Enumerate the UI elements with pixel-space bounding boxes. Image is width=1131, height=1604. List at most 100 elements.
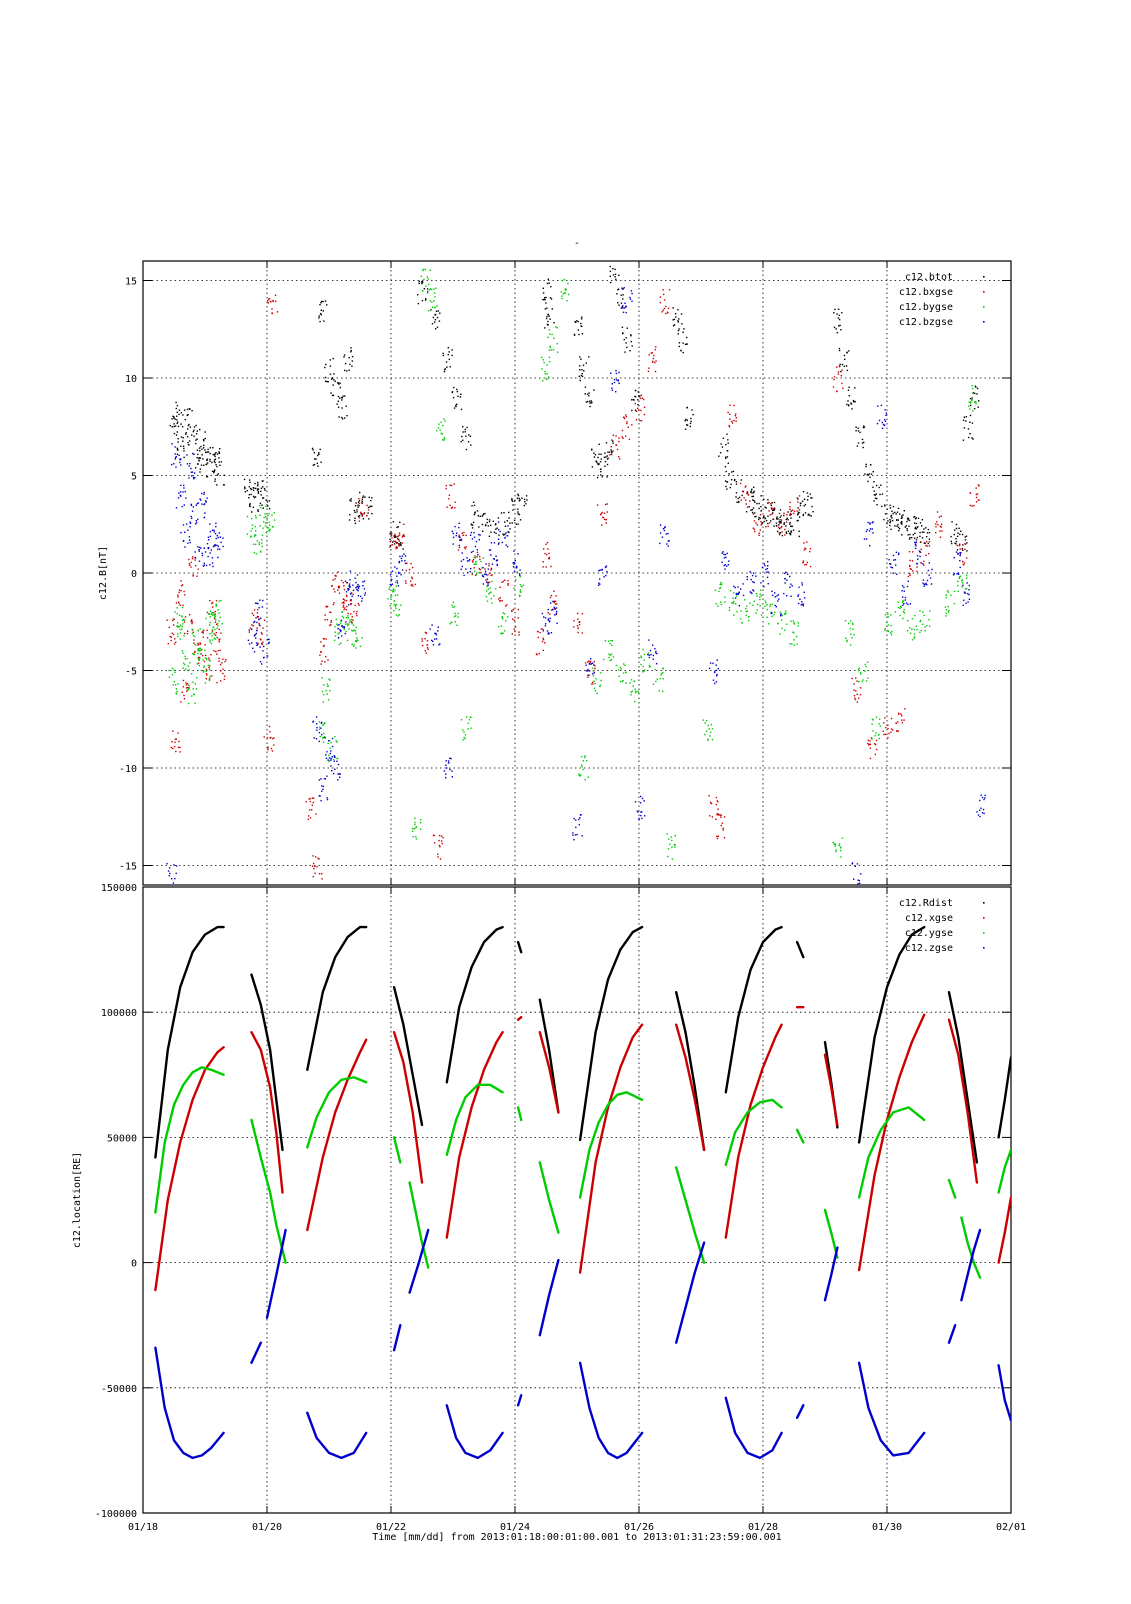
data-point: [935, 511, 943, 538]
data-point: [967, 384, 977, 412]
y-tick-label: -100000: [95, 1509, 137, 1520]
data-point: [597, 565, 608, 586]
data-point: [962, 414, 974, 441]
data-point: [857, 661, 869, 683]
data-point: [894, 600, 906, 620]
data-point: [797, 582, 806, 607]
series-segment: [250, 1030, 284, 1194]
data-point: [855, 425, 866, 449]
data-point: [640, 648, 651, 673]
data-point: [209, 619, 219, 645]
data-point: [702, 719, 714, 741]
data-point: [516, 493, 528, 516]
data-point: [733, 478, 745, 503]
data-point: [348, 498, 359, 525]
series-segment: [675, 1241, 706, 1344]
data-point: [212, 447, 221, 473]
data-point: [578, 755, 589, 781]
data-point: [547, 600, 558, 624]
series-segment: [724, 925, 783, 1094]
data-point: [739, 599, 751, 624]
data-point: [421, 631, 429, 654]
data-point: [783, 510, 793, 535]
x-tick-label: 01/22: [376, 1522, 406, 1533]
data-point: [666, 833, 676, 860]
series-segment: [947, 1018, 979, 1184]
series-c12-bzgse: [166, 287, 986, 885]
data-point: [498, 579, 509, 607]
data-point: [324, 737, 336, 761]
data-point: [247, 628, 258, 653]
data-point: [584, 386, 595, 408]
data-point: [469, 531, 481, 556]
data-point: [888, 551, 900, 575]
data-point: [621, 326, 633, 353]
data-point: [584, 660, 596, 685]
data-point: [873, 484, 884, 508]
data-point: [311, 447, 322, 467]
series-segment: [947, 1323, 957, 1344]
data-point: [603, 440, 614, 466]
data-point: [615, 663, 627, 684]
data-point: [243, 478, 255, 505]
legend-label: c12.bzgse: [899, 317, 953, 328]
data-point: [659, 524, 670, 547]
series-segment: [265, 1228, 287, 1319]
data-point: [544, 307, 555, 329]
data-point: [211, 628, 222, 655]
data-point: [783, 571, 793, 597]
data-point: [832, 365, 844, 393]
data-point: [417, 280, 429, 305]
data-point: [596, 453, 608, 479]
data-point: [168, 667, 179, 695]
data-point: [547, 590, 558, 616]
data-point: [906, 614, 918, 641]
series-c12-btot: [169, 261, 980, 552]
series-segment: [997, 1364, 1011, 1422]
data-point: [906, 515, 918, 540]
data-point: [207, 522, 218, 548]
series-segment: [675, 1023, 706, 1152]
data-point: [511, 608, 520, 636]
data-point: [497, 521, 509, 548]
legend-label: c12.xgse: [905, 913, 953, 924]
data-point: [343, 347, 354, 372]
legend-marker: [983, 306, 985, 308]
data-point: [677, 328, 688, 354]
data-point: [778, 512, 788, 536]
data-point: [914, 541, 924, 565]
data-point: [969, 385, 980, 410]
data-point: [914, 517, 924, 541]
data-point: [976, 794, 986, 818]
data-point: [721, 551, 730, 570]
data-point: [603, 639, 615, 662]
data-point: [634, 795, 646, 821]
legend-marker: [983, 947, 985, 949]
data-point: [214, 532, 224, 559]
data-point: [733, 583, 745, 607]
data-point: [318, 300, 328, 323]
data-point: [175, 580, 186, 607]
data-point: [609, 434, 621, 460]
data-point: [838, 347, 850, 373]
data-point: [832, 837, 844, 858]
data-point: [716, 813, 726, 840]
legend-label: c12.bxgse: [899, 287, 953, 298]
y-tick-label: 0: [131, 569, 137, 580]
series-segment: [997, 1056, 1011, 1139]
data-point: [396, 523, 405, 549]
data-point: [512, 550, 521, 577]
data-point: [621, 414, 633, 441]
data-point: [189, 502, 200, 528]
series-segment: [306, 925, 368, 1072]
data-point: [573, 316, 584, 336]
data-point: [789, 620, 799, 646]
data-point: [393, 589, 402, 617]
series-segment: [392, 1030, 424, 1184]
x-tick-label: 01/30: [872, 1522, 902, 1533]
series-segment: [795, 940, 805, 959]
series-segment: [516, 1016, 523, 1021]
data-point: [479, 512, 491, 532]
data-point: [253, 599, 264, 627]
x-tick-label: 01/26: [624, 1522, 654, 1533]
